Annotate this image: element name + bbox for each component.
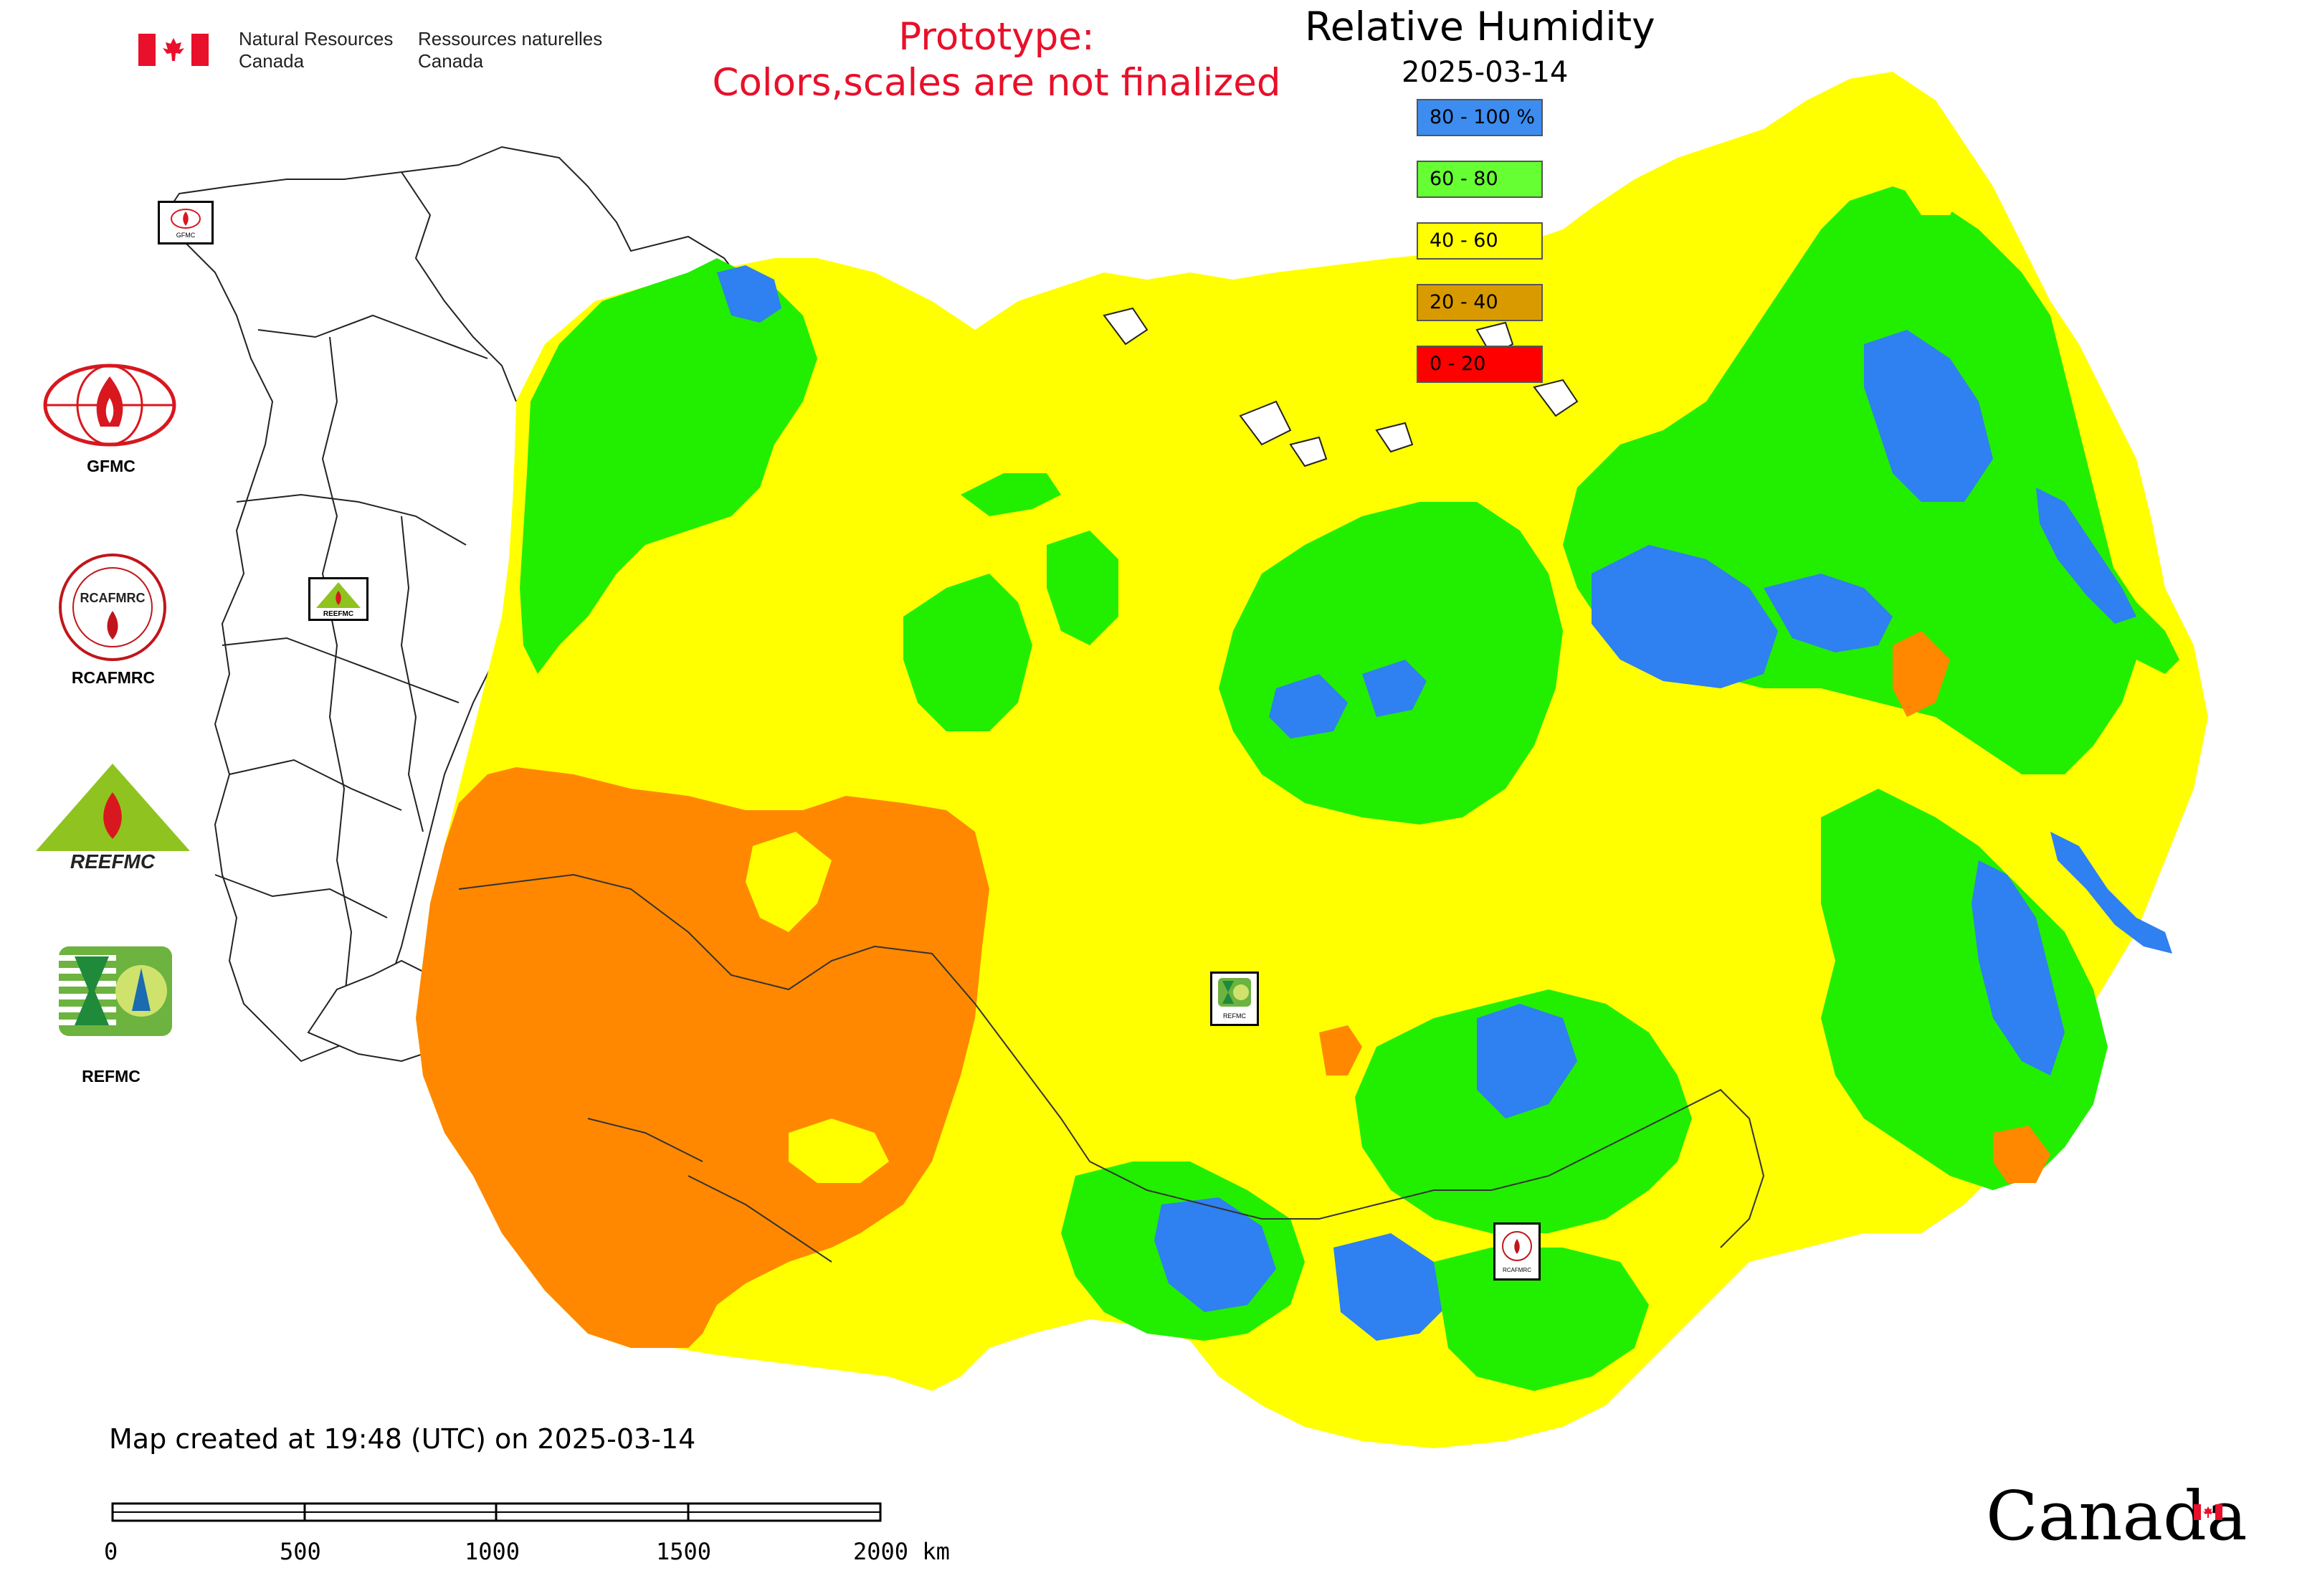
nrcan-french-line1: Ressources naturelles (418, 28, 603, 49)
yellow-patch-aral (746, 832, 832, 932)
legend-item-0-20: 0 - 20 (1417, 346, 1543, 383)
yellow-patch-chukotka (1893, 158, 1964, 215)
legend-label: 60 - 80 (1430, 168, 1498, 190)
green-region-yamal (903, 574, 1032, 731)
refmc-caption: REFMC (82, 1067, 141, 1086)
blue-region-mongolia (1333, 1233, 1448, 1341)
rcafmrc-caption: RCAFMRC (71, 668, 156, 687)
legend-label: 20 - 40 (1430, 291, 1498, 313)
green-region-northwest (520, 258, 817, 674)
map-title: Relative Humidity (1305, 4, 1655, 49)
blue-patch-taimyr (1362, 660, 1427, 717)
yellow-patch-south (817, 1233, 989, 1348)
refmc-logo (59, 946, 172, 1036)
map-date: 2025-03-14 (1402, 56, 1569, 89)
scale-label-500: 500 (280, 1538, 321, 1565)
nrcan-english: Natural Resources Canada (239, 28, 393, 72)
green-region-mongolia (1434, 1248, 1649, 1391)
blue-region-sayan (1154, 1197, 1276, 1312)
canada-flag (138, 34, 209, 66)
prototype-line2: Colors,scales are not finalized (712, 61, 1281, 105)
legend-item-20-40: 20 - 40 (1417, 284, 1543, 321)
nrcan-english-line2: Canada (239, 50, 305, 72)
prototype-line1: Prototype: (898, 15, 1095, 59)
country-borders (458, 873, 1765, 1263)
scale-label-1000: 1000 (465, 1538, 520, 1565)
yellow-patch-balkhash (789, 1118, 889, 1183)
rcafmrc-logo: RCAFMRC (57, 552, 168, 663)
orange-region-north-kazakh (1319, 1025, 1362, 1075)
legend-item-40-60: 40 - 60 (1417, 222, 1543, 260)
humidity-regions (416, 72, 2208, 1448)
blue-patch-kola (717, 265, 781, 323)
green-region-amur (1821, 789, 2108, 1190)
blue-region-yakutia (1592, 545, 1778, 688)
reefmc-mark-text: REEFMC (70, 850, 156, 871)
gfmc-marker-text: GFMC (176, 232, 196, 239)
orange-region-vladivostok (1993, 1126, 2050, 1183)
canada-wordmark: Canada (1986, 1477, 2248, 1556)
legend-item-60-80: 60 - 80 (1417, 161, 1543, 198)
blue-patch-putorana (1269, 674, 1348, 738)
gfmc-logo (42, 362, 178, 448)
refmc-map-marker[interactable]: REFMC (1210, 972, 1259, 1026)
rcafmrc-marker-text: RCAFMRC (1503, 1267, 1531, 1273)
blue-region-baikal (1477, 1004, 1577, 1118)
blue-region-kolyma (1864, 330, 1993, 502)
orange-region-kazakhstan (416, 767, 989, 1348)
nrcan-english-line1: Natural Resources (239, 28, 394, 49)
gfmc-map-marker[interactable]: GFMC (158, 201, 214, 244)
scale-label-0: 0 (104, 1538, 118, 1565)
legend-label: 0 - 20 (1430, 353, 1486, 375)
gfmc-caption: GFMC (87, 457, 135, 475)
green-region-novaya-zemlya (961, 473, 1061, 516)
reefmc-map-marker[interactable]: REEFMC (308, 577, 368, 621)
blue-region-okhotsk-coast (1764, 574, 1893, 652)
scale-bar (111, 1502, 882, 1524)
green-region-gydan (1047, 531, 1118, 645)
reefmc-logo: REEFMC (36, 764, 190, 873)
svg-text:RCAFMRC: RCAFMRC (80, 591, 146, 605)
legend-label: 80 - 100 % (1430, 106, 1536, 128)
refmc-marker-text: REFMC (1223, 1012, 1246, 1020)
rcafmrc-map-marker[interactable]: RCAFMRC (1493, 1222, 1541, 1281)
legend-item-80-100: 80 - 100 % (1417, 99, 1543, 136)
orange-region-okhotsk (1893, 631, 1950, 717)
reefmc-marker-text: REEFMC (323, 610, 353, 618)
blue-region-primorye (1972, 860, 2065, 1075)
prototype-notice: Prototype: Colors,scales are not finaliz… (674, 14, 1319, 106)
nrcan-french: Ressources naturelles Canada (418, 28, 602, 72)
blue-region-sakhalin (2050, 832, 2172, 954)
canada-wordmark-flag-icon (2194, 1504, 2222, 1520)
scale-label-2000km: 2000 km (853, 1538, 950, 1565)
legend-label: 40 - 60 (1430, 229, 1498, 252)
scale-label-1500: 1500 (656, 1538, 712, 1565)
green-region-taimyr (1219, 502, 1563, 825)
nrcan-french-line2: Canada (418, 50, 484, 72)
map-created-text: Map created at 19:48 (UTC) on 2025-03-14 (109, 1423, 696, 1455)
blue-region-kamchatka (2036, 488, 2136, 624)
